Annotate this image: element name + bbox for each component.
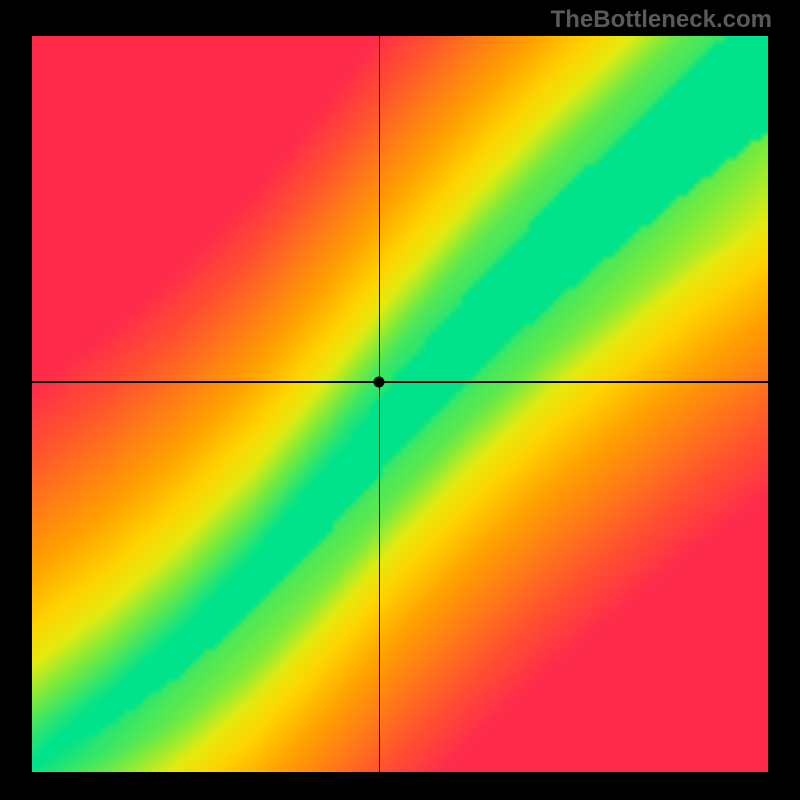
crosshair-horizontal [32, 381, 768, 382]
crosshair-vertical [379, 36, 380, 772]
watermark-text: TheBottleneck.com [551, 6, 772, 34]
heatmap-canvas [32, 36, 768, 772]
heatmap-plot [32, 36, 768, 772]
selection-marker [374, 376, 385, 387]
